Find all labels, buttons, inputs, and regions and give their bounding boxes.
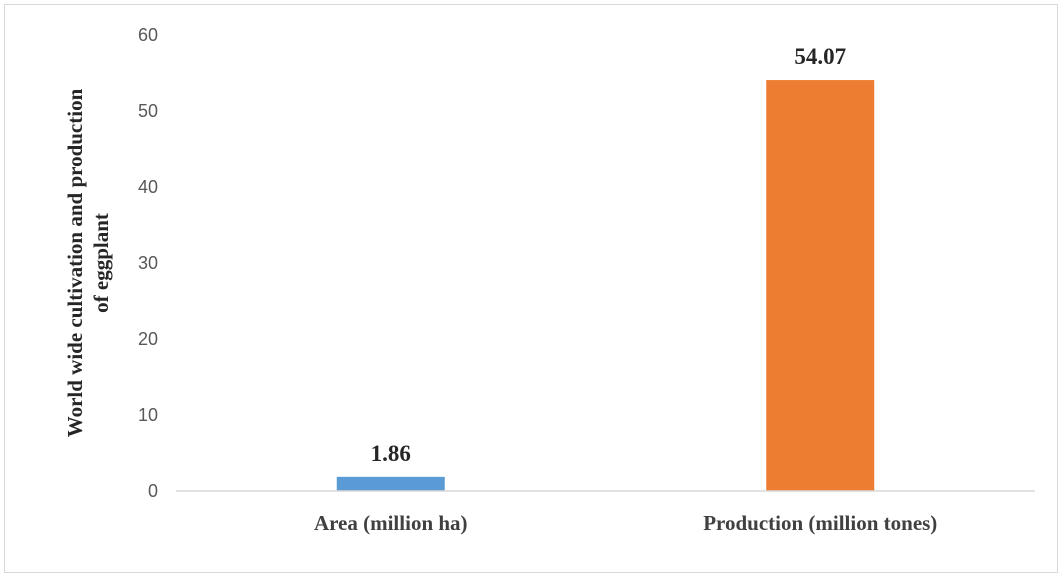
data-label: 1.86 [371, 441, 411, 466]
y-tick-label: 10 [138, 405, 158, 425]
y-tick-label: 20 [138, 329, 158, 349]
y-axis-title: World wide cultivation and production of … [63, 88, 113, 437]
data-label: 54.07 [794, 44, 846, 69]
y-axis-title-line: World wide cultivation and production [63, 88, 87, 437]
data-labels: 1.86 54.07 [371, 44, 847, 466]
y-axis-title-line: of eggplant [89, 213, 113, 313]
y-tick-label: 60 [138, 25, 158, 45]
bar [766, 80, 875, 492]
bar [336, 476, 445, 491]
y-tick-label: 0 [148, 481, 158, 501]
chart-frame [4, 4, 1058, 573]
y-tick-label: 40 [138, 177, 158, 197]
y-tick-label: 30 [138, 253, 158, 273]
y-axis-ticks: 0 10 20 30 40 50 60 [138, 25, 158, 501]
category-label: Area (million ha) [314, 511, 468, 535]
x-axis-categories: Area (million ha) Production (million ton… [314, 511, 937, 535]
bars [336, 80, 875, 492]
y-tick-label: 50 [138, 101, 158, 121]
category-label: Production (million tones) [703, 511, 937, 535]
